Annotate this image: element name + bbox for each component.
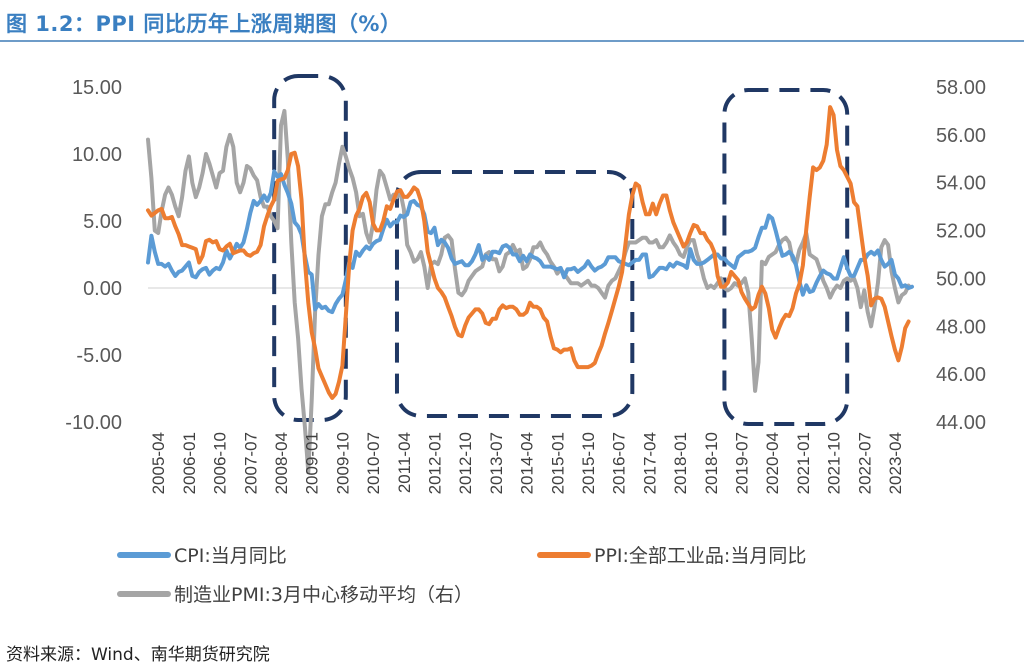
series-line-ppi [146,105,911,400]
x-tick-label: 2006-10 [211,432,230,494]
y-right-tick-label: 44.00 [936,412,986,434]
series-line-cpi [146,169,914,315]
y-right-tick-label: 48.00 [936,316,986,338]
x-tick-label: 2012-10 [456,432,475,494]
y-left-tick-label: 0.00 [83,278,122,300]
y-left-tick-label: 10.00 [72,144,122,166]
x-axis: 2005-04 2006-01 2006-10 2007-07 2008-04 2009-… [149,432,905,494]
x-tick-label: 2011-04 [395,432,414,493]
x-tick-label: 2009-10 [333,432,352,494]
x-tick-label: 2021-10 [825,432,844,494]
series-line-pmi [146,108,911,475]
x-tick-label: 2018-01 [671,432,690,494]
source-note: 资料来源：Wind、南华期货研究院 [6,645,270,665]
y-right-axis: 58.00 56.00 54.00 52.00 50.00 48.00 46.00 44.00 [936,77,986,434]
series-group [146,105,914,475]
figure-title: 图 1.2：PPI 同比历年上涨周期图（%） [6,12,402,36]
legend-label-pmi: 制造业PMI:3月中心移动平均（右） [174,584,473,606]
x-tick-label: 2006-01 [180,432,199,494]
y-right-tick-label: 58.00 [936,77,986,99]
x-tick-label: 2016-07 [610,432,629,494]
y-right-tick-label: 52.00 [936,221,986,243]
x-tick-label: 2009-01 [303,432,322,494]
x-tick-label: 2017-04 [640,432,659,494]
x-tick-label: 2021-01 [794,432,813,494]
x-tick-label: 2019-07 [732,432,751,494]
x-tick-label: 2022-07 [855,432,874,494]
y-left-axis: 15.00 10.00 5.00 0.00 -5.00 -10.00 [65,77,122,434]
x-tick-label: 2010-07 [364,432,383,494]
y-left-tick-label: 15.00 [72,77,122,99]
y-right-tick-label: 50.00 [936,268,986,290]
x-tick-label: 2018-10 [702,432,721,494]
x-tick-label: 2015-01 [548,432,567,494]
x-tick-label: 2007-07 [241,432,260,494]
x-tick-label: 2005-04 [149,432,168,494]
legend-item-ppi: PPI:全部工业品:当月同比 [537,545,806,567]
highlight-box-group [272,74,850,426]
x-tick-label: 2014-04 [518,432,537,494]
y-left-tick-label: -5.00 [76,345,122,367]
legend-label-cpi: CPI:当月同比 [174,545,287,567]
title-rule [0,40,1024,42]
x-tick-label: 2015-10 [579,432,598,494]
legend-label-ppi: PPI:全部工业品:当月同比 [594,545,806,567]
x-tick-label: 2020-04 [763,432,782,494]
x-tick-label: 2008-04 [272,432,291,494]
y-left-tick-label: -10.00 [65,412,122,434]
highlight-box [394,170,635,418]
x-tick-label: 2012-01 [426,432,445,494]
y-right-tick-label: 54.00 [936,173,986,195]
legend: CPI:当月同比 PPI:全部工业品:当月同比 制造业PMI:3月中心移动平均（… [117,545,806,606]
y-right-tick-label: 56.00 [936,125,986,147]
x-tick-label: 2013-07 [487,432,506,494]
legend-item-cpi: CPI:当月同比 [117,545,287,567]
y-right-tick-label: 46.00 [936,364,986,386]
legend-item-pmi: 制造业PMI:3月中心移动平均（右） [117,584,473,606]
y-left-tick-label: 5.00 [83,211,122,233]
x-tick-label: 2023-04 [886,432,905,494]
